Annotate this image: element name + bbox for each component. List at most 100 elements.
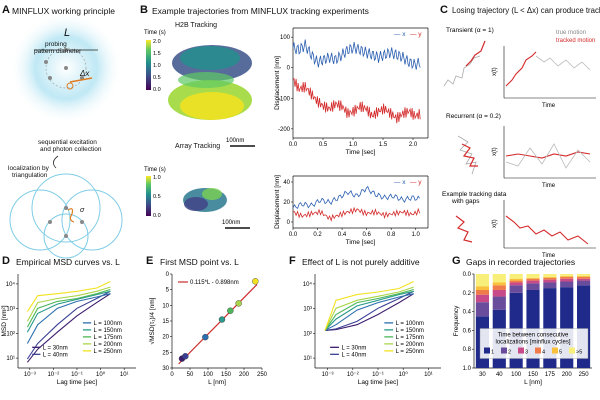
y-tick-label: 10¹ [6, 356, 15, 362]
x-tick-label: 1.0 [349, 142, 358, 148]
bar-segment [543, 279, 557, 283]
series-x-line [292, 39, 421, 70]
series-x-line [292, 185, 421, 210]
bar-segment [576, 280, 591, 286]
scatter-point [218, 316, 226, 323]
panel-g-title: Gaps in recorded trajectories [466, 257, 576, 267]
msd-series-line [26, 293, 111, 344]
gap-legend-label: 3 [525, 350, 528, 356]
bar-segment [492, 296, 506, 310]
x-tick-label: 200 [239, 372, 250, 378]
xt-label: x(t) [492, 147, 498, 156]
msd-series-line [26, 290, 111, 333]
msd-series-line [324, 286, 414, 331]
array-cb-tick: 0.5 [153, 194, 161, 200]
x-axis-label: Time [sec] [346, 149, 376, 156]
seq-label-2: and photon collection [40, 146, 102, 153]
x-tick-label: 30 [479, 372, 486, 378]
legend-x-label: — x [394, 31, 406, 38]
x-axis-label: L [nm] [524, 379, 542, 386]
x-tick-label: 250 [257, 372, 268, 378]
bar-segment [526, 280, 540, 284]
x-tick-label: 40 [496, 372, 503, 378]
y-axis-label: √MSD(τ₁)/4 [nm] [148, 297, 156, 344]
array-cb-tick: 1.0 [153, 175, 161, 181]
gap-legend-swatch [569, 347, 575, 354]
transient-label: Transient (α = 1) [446, 27, 494, 34]
x-tick-label: 2.0 [409, 142, 418, 148]
true-motion-label: true motion [556, 30, 586, 36]
transient-xt-true [535, 55, 591, 71]
msd-additive-chart: 10⁻³ 10⁻² 10⁻¹ 10⁰ 10¹ 10⁴ 10³ 10² 10¹ Lag time [… [303, 274, 441, 386]
msd-series-line [26, 293, 111, 363]
x-tick-label: 0 [170, 372, 174, 378]
x-tick-label: 50 [187, 372, 194, 378]
bar-segment [492, 289, 506, 297]
recurrent-true-path [457, 135, 477, 175]
x-tick-label: 100 [511, 372, 522, 378]
x-tick-label: 175 [545, 372, 556, 378]
array-scale-label: 100nm [222, 220, 240, 226]
transient-true-path [443, 55, 481, 87]
y-tick-label: 20 [162, 335, 169, 341]
x-tick-label: 150 [528, 372, 539, 378]
bar-segment [492, 285, 506, 290]
h2b-cb-tick: 2.0 [153, 39, 161, 45]
msd-series-line [324, 290, 414, 331]
bar-segment [526, 274, 540, 278]
xt-label: x(t) [492, 67, 498, 76]
gap-legend-swatch [518, 347, 524, 354]
scatter-point [252, 278, 259, 285]
x-tick-label: 150 [221, 372, 232, 378]
bar-segment [475, 302, 490, 317]
y-tick-label: 15 [162, 319, 169, 325]
y-tick-label: 0 [166, 272, 170, 278]
panel-e-letter: E [146, 255, 154, 267]
series-y-line [292, 206, 421, 222]
gaps-label-2: with gaps [451, 198, 480, 205]
gaps-xt-tracked [505, 215, 589, 245]
legend-label: L = 175nm [94, 335, 122, 341]
msd-series-line [26, 290, 111, 360]
array-cb-tick: 0.0 [153, 213, 161, 219]
recurrent-xt-tracked [505, 151, 591, 159]
h2b-cb-tick: 1.5 [153, 51, 161, 57]
y-tick-label: 10⁴ [6, 281, 16, 288]
gap-legend-label: 2 [508, 350, 511, 356]
legend-label: L = 175nm [396, 335, 424, 341]
x-tick-label: 10⁻³ [24, 372, 36, 378]
x-tick-label: 0.0 [289, 142, 298, 148]
legend-label: L = 30nm [43, 345, 68, 351]
y-tick-label: 0.2 [463, 291, 472, 297]
y-tick-label: -200 [278, 127, 291, 133]
h2b-cb-ticks: 2.0 1.5 1.0 0.5 0.0 [153, 39, 161, 93]
y-tick-label: 20 [283, 200, 290, 206]
x-tick-label: 10⁻² [47, 372, 59, 378]
panel-g-letter: G [452, 255, 461, 267]
x-tick-label: 250 [579, 372, 590, 378]
bar-segment [560, 276, 574, 279]
cycle-arrow [53, 155, 59, 169]
panel-d-title: Empirical MSD curves vs. L [16, 257, 120, 267]
bar-segment [526, 283, 540, 290]
bar-segment [475, 286, 490, 290]
xt-label: x(t) [492, 219, 498, 228]
y-tick-label: 10¹ [303, 356, 312, 362]
h2b-trajectory [168, 45, 252, 120]
fit-legend: 0.115*L - 0.898nm [190, 280, 239, 286]
minflux-diagram: L probing pattern diameter Δx sequential… [8, 12, 123, 259]
panel-e-title: First MSD point vs. L [160, 257, 239, 267]
bar-segment [509, 285, 523, 293]
dx-label: Δx [79, 69, 90, 78]
x-tick-label: 0.8 [387, 232, 396, 238]
bar-segment [576, 278, 591, 281]
x-tick-label: 100 [203, 372, 214, 378]
bar-segment [509, 282, 523, 286]
panel-a-title: MINFLUX working principle [12, 6, 115, 16]
bar-segment [543, 276, 557, 278]
panel-b-letter: B [140, 4, 148, 16]
gap-legend-swatch [535, 347, 541, 354]
legend-label: L = 150nm [94, 328, 122, 334]
x-tick-label: 0.5 [319, 142, 328, 148]
y-tick-label: 30 [162, 366, 169, 372]
